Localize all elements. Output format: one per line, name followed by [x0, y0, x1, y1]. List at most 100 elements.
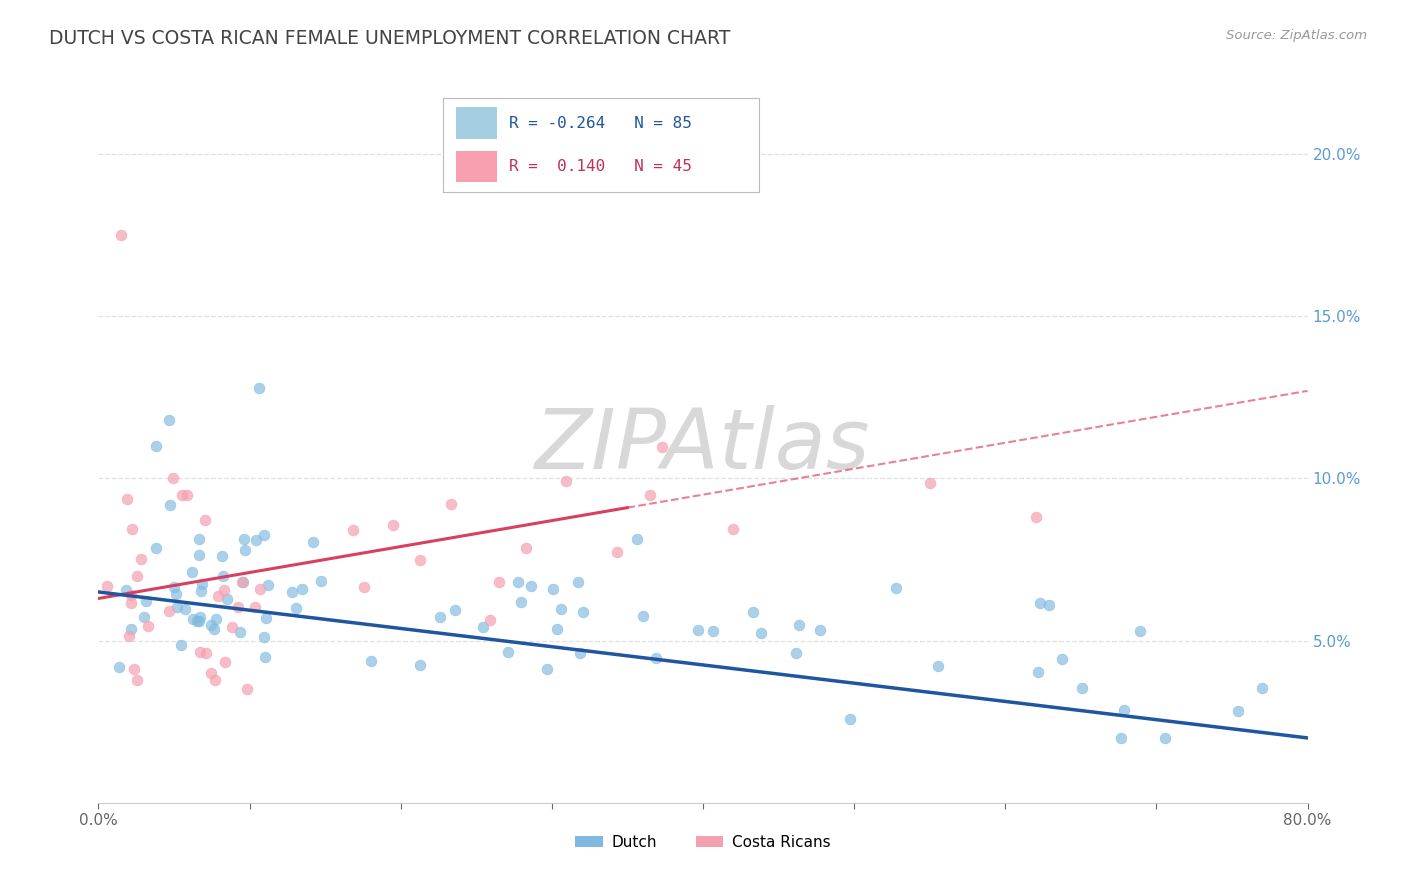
- Point: [115, 582, 138, 597]
- Point: [281, 585, 304, 599]
- Point: [186, 614, 208, 628]
- Point: [120, 622, 142, 636]
- Point: [110, 228, 132, 243]
- Point: [284, 601, 307, 615]
- Point: [1112, 703, 1135, 717]
- Text: ZIPAtlas: ZIPAtlas: [536, 406, 870, 486]
- Text: Source: ZipAtlas.com: Source: ZipAtlas.com: [1226, 29, 1367, 42]
- Point: [1129, 624, 1152, 639]
- Point: [253, 649, 276, 664]
- Point: [115, 491, 138, 506]
- Point: [1071, 681, 1094, 695]
- Point: [202, 622, 225, 636]
- Point: [785, 646, 807, 660]
- Point: [176, 488, 198, 502]
- Point: [408, 552, 430, 566]
- Point: [159, 498, 181, 512]
- Point: [382, 518, 405, 533]
- Point: [163, 580, 186, 594]
- Point: [506, 574, 529, 589]
- Point: [181, 612, 204, 626]
- Point: [157, 604, 180, 618]
- Point: [496, 645, 519, 659]
- Point: [188, 532, 211, 546]
- Point: [134, 610, 156, 624]
- Point: [254, 611, 277, 625]
- Point: [120, 588, 142, 602]
- Point: [645, 651, 668, 665]
- Point: [409, 657, 432, 672]
- Point: [205, 612, 228, 626]
- Point: [633, 608, 655, 623]
- Point: [253, 630, 276, 644]
- Point: [191, 577, 214, 591]
- Point: [195, 646, 218, 660]
- Point: [787, 617, 810, 632]
- Point: [162, 471, 184, 485]
- Point: [121, 522, 143, 536]
- Point: [120, 596, 142, 610]
- Point: [520, 579, 543, 593]
- Point: [541, 582, 564, 597]
- Point: [124, 662, 146, 676]
- Point: [249, 582, 271, 596]
- Point: [555, 474, 578, 488]
- Point: [443, 603, 465, 617]
- Point: [96, 579, 118, 593]
- Point: [439, 497, 461, 511]
- Point: [253, 528, 276, 542]
- Point: [1153, 731, 1175, 745]
- Point: [200, 617, 222, 632]
- Text: DUTCH VS COSTA RICAN FEMALE UNEMPLOYMENT CORRELATION CHART: DUTCH VS COSTA RICAN FEMALE UNEMPLOYMENT…: [49, 29, 731, 47]
- Point: [567, 574, 589, 589]
- Point: [118, 629, 141, 643]
- Point: [200, 666, 222, 681]
- Point: [214, 655, 236, 669]
- Point: [471, 620, 494, 634]
- Point: [211, 549, 233, 564]
- Point: [546, 623, 568, 637]
- Point: [170, 638, 193, 652]
- Point: [360, 654, 382, 668]
- Point: [256, 578, 278, 592]
- Point: [638, 488, 661, 502]
- Point: [232, 574, 254, 589]
- Point: [515, 541, 537, 555]
- Point: [188, 645, 211, 659]
- Point: [145, 439, 167, 453]
- Point: [478, 613, 501, 627]
- Point: [226, 599, 249, 614]
- Point: [488, 574, 510, 589]
- Point: [291, 582, 314, 596]
- Point: [651, 441, 673, 455]
- Point: [723, 522, 745, 536]
- Point: [215, 592, 238, 607]
- Point: [510, 595, 533, 609]
- Point: [1052, 651, 1074, 665]
- Point: [190, 583, 212, 598]
- Point: [1028, 596, 1050, 610]
- Point: [569, 646, 592, 660]
- Point: [127, 673, 149, 687]
- Point: [702, 624, 724, 639]
- Point: [839, 712, 862, 726]
- Point: [129, 552, 152, 566]
- Point: [918, 476, 941, 491]
- Point: [1227, 704, 1250, 718]
- Point: [243, 600, 266, 615]
- Point: [606, 545, 628, 559]
- Legend: Dutch, Costa Ricans: Dutch, Costa Ricans: [569, 829, 837, 855]
- Point: [686, 623, 709, 637]
- Point: [229, 625, 252, 640]
- Point: [127, 568, 149, 582]
- Point: [233, 543, 256, 558]
- Point: [221, 620, 243, 634]
- Point: [204, 673, 226, 687]
- Point: [135, 594, 157, 608]
- Point: [245, 533, 267, 547]
- Point: [309, 574, 332, 589]
- Point: [235, 682, 257, 697]
- Bar: [456, 108, 496, 139]
- Point: [550, 602, 572, 616]
- Point: [187, 615, 209, 629]
